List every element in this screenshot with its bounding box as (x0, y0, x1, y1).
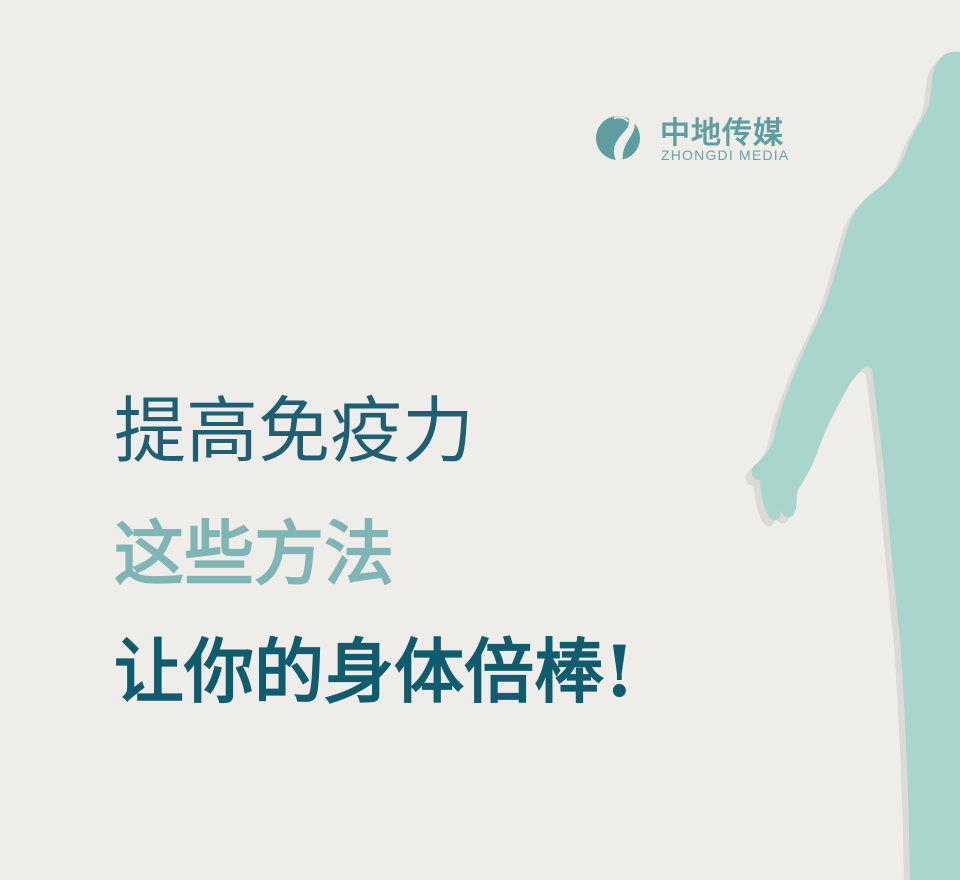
headline-line-2: 这些方法 (114, 512, 394, 595)
headline-line-3: 让你的身体倍棒! (114, 630, 635, 713)
human-silhouette (745, 51, 960, 880)
logo-text-en: ZHONGDI MEDIA (661, 147, 790, 163)
headline-line-1: 提高免疫力 (114, 389, 475, 473)
leaf-swirl-logo-icon (596, 110, 640, 166)
brand-logo: 中地传媒 ZHONGDI MEDIA (594, 104, 824, 168)
logo-text-cn: 中地传媒 (660, 116, 784, 151)
